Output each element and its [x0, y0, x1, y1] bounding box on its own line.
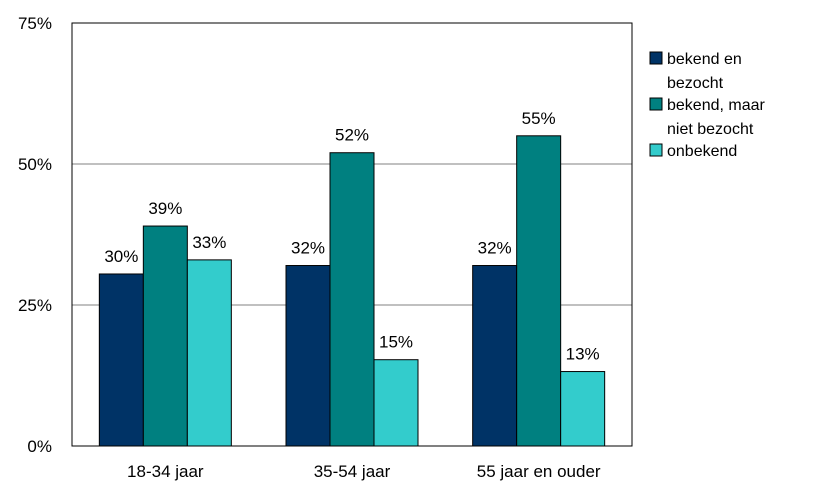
data-label: 32% — [291, 239, 325, 258]
y-tick-label: 75% — [18, 14, 52, 33]
y-tick-label: 0% — [27, 437, 52, 456]
x-tick-label: 55 jaar en ouder — [477, 462, 601, 481]
data-label: 32% — [478, 239, 512, 258]
data-labels: 30% 39% 33% 32% 52% 15% 32% 55% 13% — [104, 109, 599, 364]
bar — [186, 259, 232, 447]
legend-swatch — [649, 97, 663, 111]
bar — [516, 135, 562, 447]
x-axis-ticks: 18-34 jaar 35-54 jaar 55 jaar en ouder — [127, 462, 601, 481]
legend: bekend en bezocht bekend, maar niet bezocht… — [649, 51, 766, 160]
data-label: 55% — [522, 109, 556, 128]
data-label: 33% — [192, 233, 226, 252]
bar — [472, 265, 518, 447]
data-label: 13% — [566, 345, 600, 364]
data-label: 52% — [335, 126, 369, 145]
legend-swatch — [649, 143, 663, 157]
data-label: 39% — [148, 199, 182, 218]
bar — [373, 359, 419, 447]
legend-label: bekend en — [667, 51, 742, 68]
data-label: 30% — [104, 247, 138, 266]
x-tick-label: 35-54 jaar — [314, 462, 391, 481]
y-axis-ticks: 0% 25% 50% 75% — [18, 14, 52, 456]
bar — [560, 371, 606, 447]
y-tick-label: 25% — [18, 296, 52, 315]
legend-swatch — [649, 51, 663, 65]
bar — [142, 225, 188, 447]
bar — [98, 273, 144, 447]
bars — [98, 135, 606, 447]
y-tick-label: 50% — [18, 155, 52, 174]
data-label: 15% — [379, 333, 413, 352]
legend-label: bekend, maar — [667, 97, 766, 114]
bar — [285, 265, 331, 447]
bar — [329, 152, 375, 447]
legend-label: bezocht — [667, 75, 724, 92]
x-tick-label: 18-34 jaar — [127, 462, 204, 481]
legend-label: onbekend — [667, 143, 737, 160]
legend-label: niet bezocht — [667, 121, 754, 138]
